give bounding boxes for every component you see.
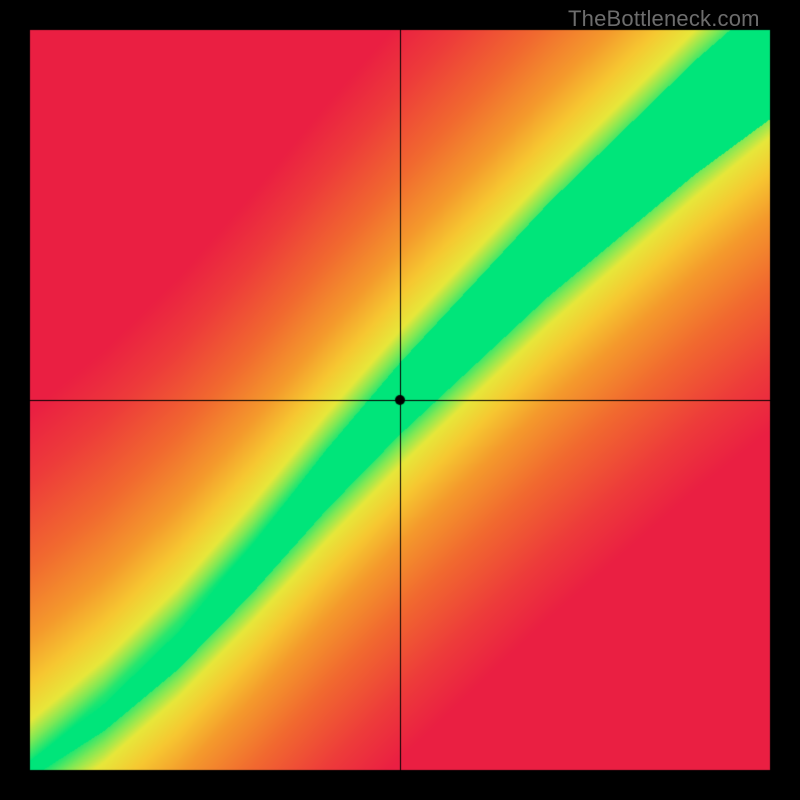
bottleneck-heatmap — [0, 0, 800, 800]
watermark-text: TheBottleneck.com — [568, 6, 760, 32]
chart-container: { "watermark": { "text": "TheBottleneck.… — [0, 0, 800, 800]
